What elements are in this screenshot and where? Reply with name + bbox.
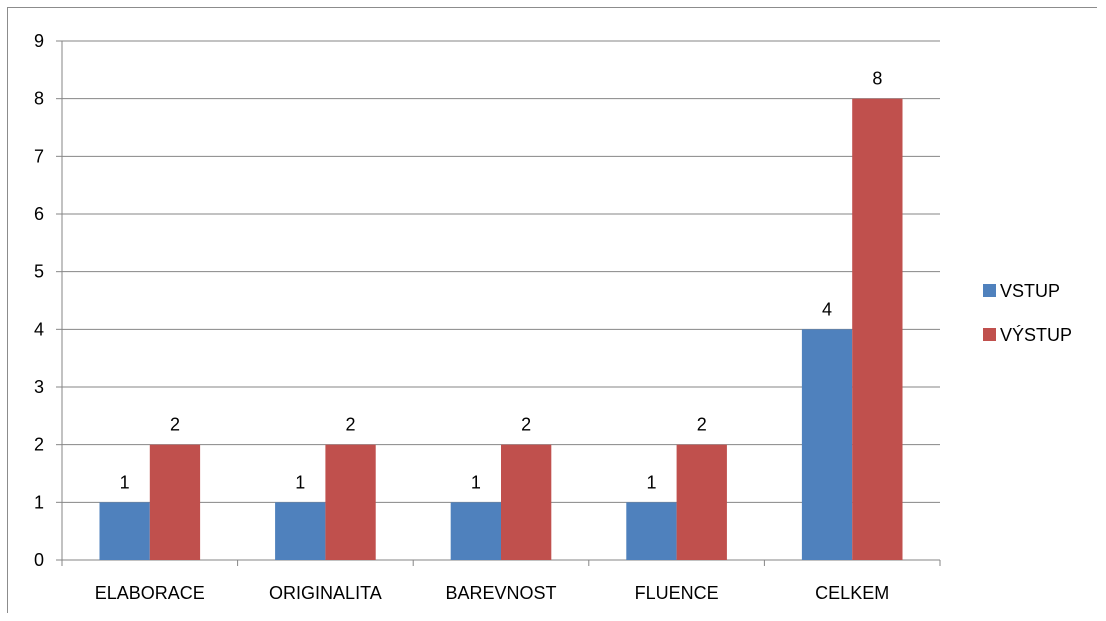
y-tick-label: 2 xyxy=(34,435,44,455)
bar-vstup xyxy=(450,502,501,560)
bar-výstup xyxy=(852,98,903,561)
data-label: 1 xyxy=(295,472,305,492)
x-tick-label: CELKEM xyxy=(815,583,889,603)
bar-výstup xyxy=(676,444,727,560)
x-tick-label: ORIGINALITA xyxy=(269,583,382,603)
x-tick-label: FLUENCE xyxy=(635,583,719,603)
data-label: 2 xyxy=(170,415,180,435)
legend-swatch-výstup xyxy=(983,328,996,341)
data-label: 8 xyxy=(872,69,882,89)
bar-výstup xyxy=(501,444,552,560)
y-tick-label: 5 xyxy=(34,262,44,282)
y-tick-label: 3 xyxy=(34,377,44,397)
data-label: 2 xyxy=(521,415,531,435)
legend-label: VSTUP xyxy=(1000,281,1060,301)
y-tick-label: 6 xyxy=(34,204,44,224)
bar-vstup xyxy=(626,502,677,560)
legend: VSTUP VÝSTUP xyxy=(983,281,1072,345)
x-tick-label: ELABORACE xyxy=(95,583,205,603)
data-label: 2 xyxy=(697,415,707,435)
data-labels: 1 2 1 2 1 2 1 2 4 8 xyxy=(120,69,883,493)
bar-výstup xyxy=(325,444,376,560)
chart-frame xyxy=(7,7,1097,613)
y-tick-label: 0 xyxy=(34,550,44,570)
data-label: 2 xyxy=(346,415,356,435)
data-label: 1 xyxy=(646,472,656,492)
legend-swatch-vstup xyxy=(983,284,996,297)
bars xyxy=(99,98,903,561)
y-tick-label: 1 xyxy=(34,492,44,512)
data-label: 4 xyxy=(822,299,832,319)
bar-vstup xyxy=(275,502,326,560)
bar-výstup xyxy=(149,444,201,560)
data-label: 1 xyxy=(120,472,130,492)
data-label: 1 xyxy=(471,472,481,492)
y-tick-label: 9 xyxy=(34,31,44,51)
y-tick-label: 8 xyxy=(34,89,44,109)
y-tick-label: 4 xyxy=(34,319,44,339)
x-tick-label: BAREVNOST xyxy=(445,583,556,603)
bar-vstup xyxy=(801,329,853,560)
y-tick-label: 7 xyxy=(34,146,44,166)
bar-vstup xyxy=(99,502,150,560)
legend-label: VÝSTUP xyxy=(1000,325,1072,345)
